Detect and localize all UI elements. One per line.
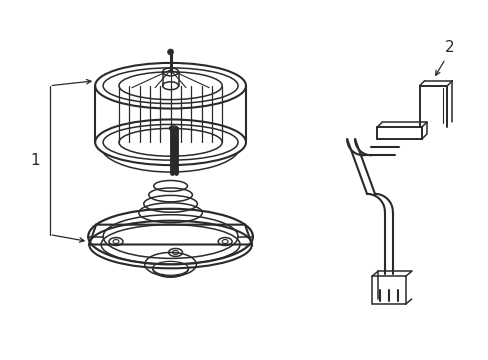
Text: 2: 2 (444, 40, 453, 55)
Circle shape (167, 49, 173, 55)
Text: 1: 1 (31, 153, 41, 168)
